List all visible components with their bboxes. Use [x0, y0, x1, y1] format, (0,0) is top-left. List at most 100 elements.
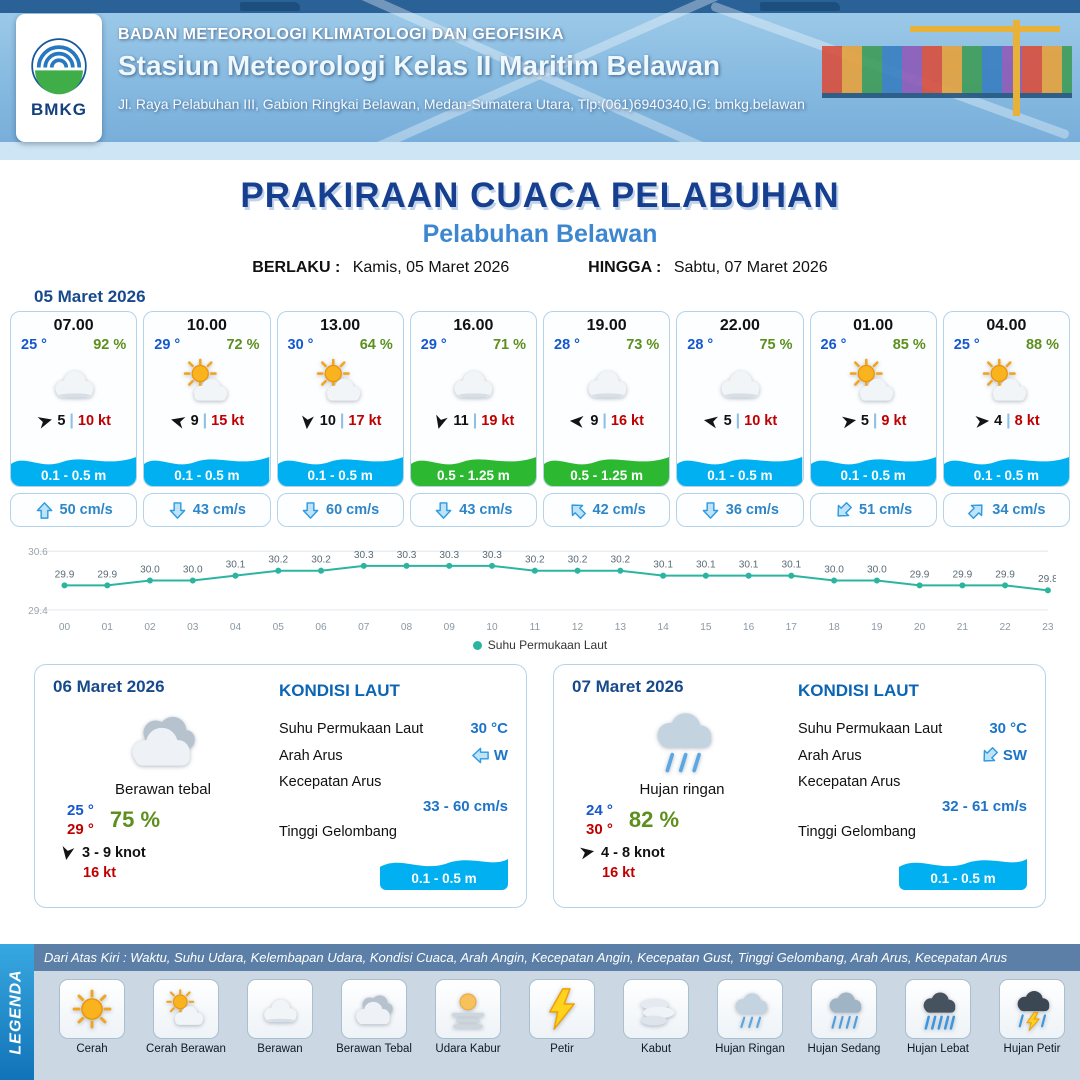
wave-icon: [277, 457, 403, 486]
wind-gust: 19 kt: [481, 413, 515, 429]
svg-text:29.9: 29.9: [953, 569, 973, 580]
bmkg-logo-icon: [31, 37, 87, 94]
legend-icon-card: [435, 979, 501, 1039]
terminal-floor: [0, 142, 1080, 160]
wind-direction-icon: [975, 415, 990, 428]
wind-speed: 10: [319, 413, 336, 429]
condition-label: Hujan ringan: [639, 781, 725, 799]
current-direction-icon: [837, 501, 852, 517]
wind-row: 5 | 10 kt: [36, 412, 111, 430]
card-humidity: 72 %: [226, 337, 260, 353]
svg-text:30.3: 30.3: [482, 550, 502, 561]
wind-range: 4 - 8 knot: [601, 844, 665, 861]
forecast-card-body: 10.00 29 ° 72 % 9 | 15 kt 0.1 - 0.5 m: [143, 311, 271, 487]
validity-line: BERLAKU : Kamis, 05 Maret 2026 HINGGA : …: [0, 259, 1080, 277]
wind-row: 5 | 9 kt: [840, 412, 906, 430]
temp-max: 29 °: [67, 821, 94, 839]
cerah-berawan-icon: [976, 355, 1036, 409]
hujan-lebat-icon: [915, 986, 961, 1032]
title-section: PRAKIRAAN CUACA PELABUHAN Pelabuhan Bela…: [0, 160, 1080, 277]
current-speed-label: Kecepatan Arus: [798, 774, 901, 791]
svg-text:30.6: 30.6: [28, 547, 48, 558]
card-temperature: 25 °: [21, 337, 47, 353]
svg-text:05: 05: [273, 622, 285, 633]
card-time: 01.00: [853, 317, 894, 334]
wind-direction-icon: [170, 416, 185, 429]
card-time: 19.00: [586, 317, 627, 334]
panel-sea-conditions: KONDISI LAUT Suhu Permukaan Laut 30 °C A…: [273, 665, 526, 907]
wind-row: 10 | 17 kt: [299, 412, 381, 430]
legend-icon-card: [811, 979, 877, 1039]
current-direction-label: Arah Arus: [279, 747, 343, 764]
legend-title: LEGENDA: [8, 969, 26, 1055]
wind-direction-icon: [841, 416, 856, 428]
wave-height-band: 0.1 - 0.5 m: [943, 448, 1069, 486]
svg-text:30.3: 30.3: [439, 550, 459, 561]
temp-min: 25 °: [67, 802, 94, 820]
svg-text:09: 09: [444, 622, 456, 633]
svg-text:11: 11: [530, 622, 541, 633]
wind-direction-icon: [580, 847, 595, 860]
wave-height-value: 0.1 - 0.5 m: [40, 468, 107, 483]
current-speed-value: 42 cm/s: [592, 502, 646, 518]
temp-humidity-row: 25 ° 88 %: [944, 335, 1069, 353]
current-speed-range: 33 - 60 cm/s: [422, 798, 508, 816]
legend-icon-card: [717, 979, 783, 1039]
current-speed-box: 60 cm/s: [276, 493, 404, 527]
current-direction-label: Arah Arus: [798, 747, 862, 764]
wave-height-band: 0.1 - 0.5 m: [11, 448, 137, 486]
wave-height-value: 0.1 - 0.5 m: [930, 871, 996, 887]
current-speed-box: 34 cm/s: [942, 493, 1070, 527]
wave-icon: [544, 457, 670, 486]
card-humidity: 71 %: [492, 337, 526, 353]
berawan-icon: [577, 355, 637, 409]
svg-text:17: 17: [786, 622, 798, 633]
legend-section: LEGENDA Dari Atas Kiri : Waktu, Suhu Uda…: [0, 944, 1080, 1080]
forecast-card: 01.00 26 ° 85 % 5 | 9 kt 0.1 - 0.5 m 51 …: [809, 311, 937, 527]
card-temperature: 25 °: [953, 337, 980, 353]
panel-date: 07 Maret 2026: [572, 677, 684, 697]
card-humidity: 88 %: [1025, 337, 1059, 353]
wind-gust: 16 kt: [610, 413, 644, 429]
wave-height-band: 0.1 - 0.5 m: [677, 448, 803, 486]
current-speed-value: 43 cm/s: [192, 502, 246, 518]
legend-icon-card: [59, 979, 125, 1039]
wave-height-band: 0.1 - 0.5 m: [810, 448, 936, 486]
crane-boom-icon: [910, 26, 1060, 32]
forecast-card-body: 04.00 25 ° 88 % 4 | 8 kt 0.1 - 0.5 m: [942, 311, 1070, 487]
forecast-card: 19.00 28 ° 73 % 9 | 16 kt 0.5 - 1.25 m 4…: [543, 311, 671, 527]
svg-text:06: 06: [315, 622, 327, 633]
panel-gust: 16 kt: [602, 865, 636, 882]
crane-icon: [1013, 20, 1020, 116]
sst-label: Suhu Permukaan Laut: [279, 720, 424, 737]
legend-item-label: Hujan Ringan: [715, 1043, 785, 1055]
svg-text:20: 20: [914, 622, 926, 633]
bmkg-logo: BMKG: [16, 14, 102, 142]
svg-text:16: 16: [743, 622, 755, 633]
day-panel: 06 Maret 2026 Berawan tebal 25 ° 29 ° 75…: [34, 664, 527, 909]
forecast-card: 22.00 28 ° 75 % 5 | 10 kt 0.1 - 0.5 m 36…: [676, 311, 804, 527]
svg-text:10: 10: [486, 622, 498, 633]
forecast-card: 13.00 30 ° 64 % 10 | 17 kt 0.1 - 0.5 m 6…: [276, 311, 404, 527]
panel-weather: 06 Maret 2026 Berawan tebal 25 ° 29 ° 75…: [35, 665, 273, 907]
wave-height-value: 0.1 - 0.5 m: [973, 468, 1040, 483]
legend-item: Hujan Lebat: [894, 979, 982, 1076]
legend-item-label: Kabut: [640, 1043, 672, 1055]
wind-row: 9 | 16 kt: [569, 412, 644, 430]
wave-icon: [11, 457, 137, 486]
panel-wind: 3 - 9 knot: [59, 844, 273, 861]
card-time: 07.00: [53, 317, 94, 334]
legend-icon-card: [623, 979, 689, 1039]
svg-text:30.2: 30.2: [268, 555, 288, 566]
svg-text:29.8: 29.8: [1038, 574, 1056, 585]
sst-value: 30 °C: [989, 720, 1027, 738]
wave-icon: [899, 859, 1027, 891]
station-name: Stasiun Meteorologi Kelas II Maritim Bel…: [118, 50, 721, 81]
wind-speed: 9: [190, 413, 199, 429]
card-time: 04.00: [986, 317, 1027, 334]
current-direction-icon: [983, 747, 998, 762]
card-temperature: 28 °: [554, 337, 580, 353]
cerah-icon: [69, 986, 115, 1032]
current-speed-box: 50 cm/s: [10, 493, 138, 527]
